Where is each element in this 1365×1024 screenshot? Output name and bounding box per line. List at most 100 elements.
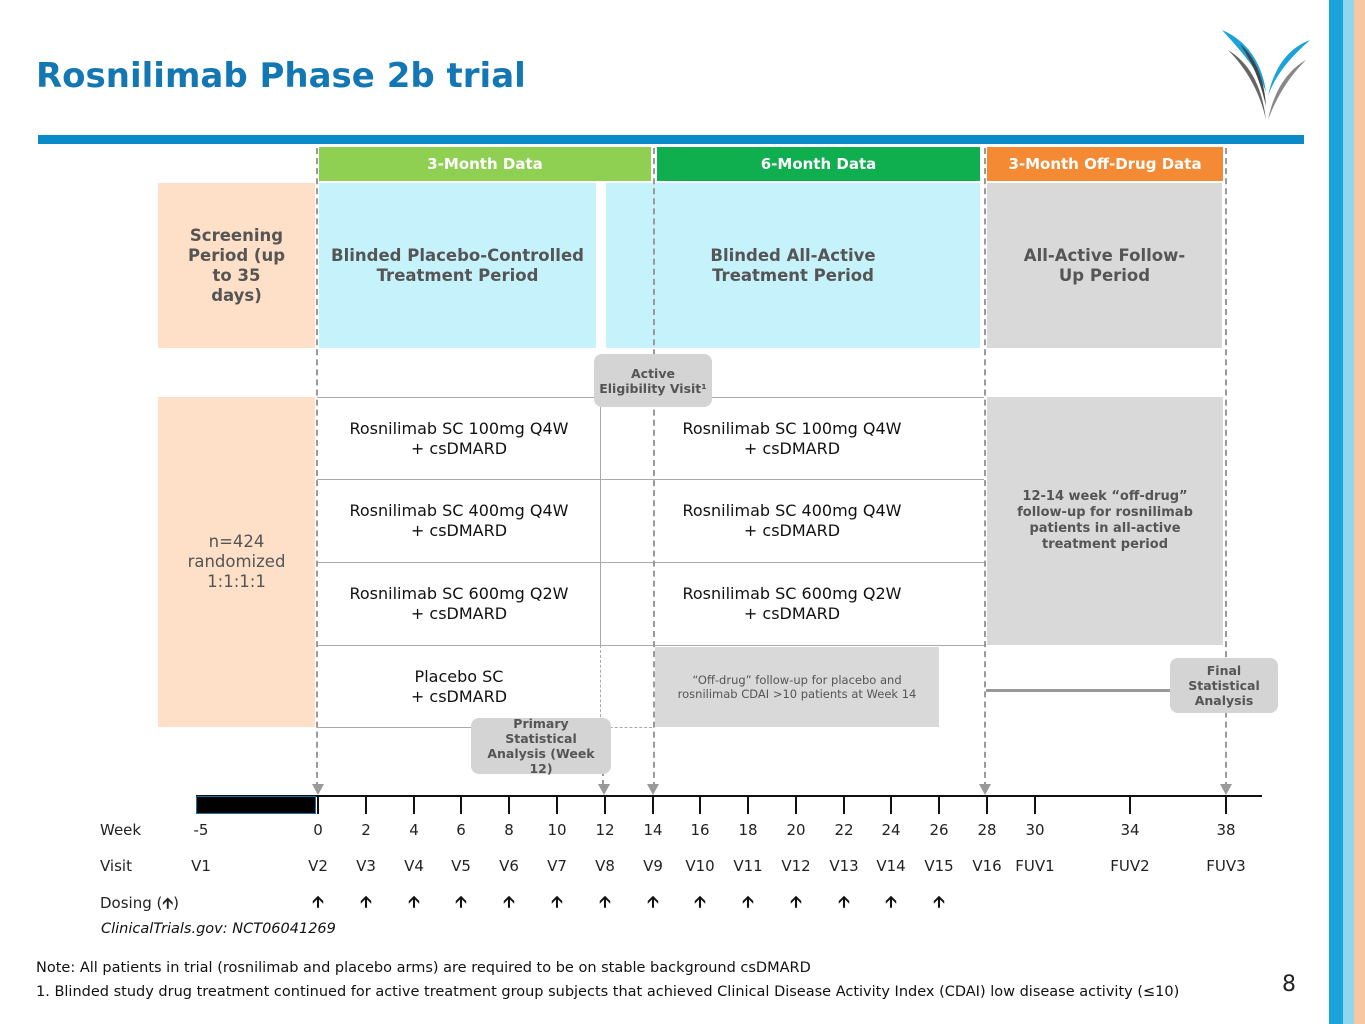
header-6-month-data: 6-Month Data	[657, 147, 980, 181]
week-28-marker	[984, 148, 986, 788]
timeline-tick	[317, 797, 319, 814]
dosing-arrow-icon: 🡩	[933, 892, 945, 911]
visit-label: V5	[451, 857, 471, 875]
dosing-arrow-icon: 🡩	[647, 892, 659, 911]
week-label: 16	[690, 821, 710, 839]
arm-left-2-background: + csDMARD	[410, 521, 508, 540]
dosing-arrow-icon: 🡩	[551, 892, 563, 911]
timeline-tick	[604, 797, 606, 814]
week-14-arrowhead	[647, 784, 659, 795]
final-analysis-connector	[986, 689, 1172, 692]
dosing-arrow-icon: 🡩	[885, 892, 897, 911]
timeline-tick	[843, 797, 845, 814]
week-label: 4	[409, 821, 419, 839]
grid-line	[600, 645, 601, 727]
timeline-tick	[795, 797, 797, 814]
screening-period-box: Screening Period (up to 35 days)	[158, 183, 315, 348]
week-12-arrowhead	[598, 784, 610, 795]
arm-right-3: Rosnilimab SC 600mg Q2W + csDMARD	[655, 584, 929, 624]
page-number: 8	[1282, 972, 1296, 997]
arm-left-3-background: + csDMARD	[410, 604, 508, 623]
visit-label: V7	[547, 857, 567, 875]
dosing-row-label-close: )	[173, 894, 179, 912]
grid-line	[317, 645, 984, 646]
grid-line	[317, 479, 984, 480]
final-analysis-label: Final Statistical Analysis	[1188, 663, 1260, 708]
arm-left-4: Placebo SC + csDMARD	[320, 667, 598, 707]
footnote-note: Note: All patients in trial (rosnilimab …	[36, 960, 811, 976]
blinded-active-period-box	[606, 183, 980, 348]
visit-label: V10	[685, 857, 715, 875]
company-logo	[1222, 30, 1310, 120]
timeline-tick	[460, 797, 462, 814]
visit-label: V4	[404, 857, 424, 875]
accent-bar	[1343, 0, 1354, 1024]
timeline-tick	[508, 797, 510, 814]
week-label: 22	[834, 821, 854, 839]
grid-line	[317, 727, 600, 728]
timeline-tick	[986, 797, 988, 814]
visit-row-label: Visit	[100, 857, 132, 875]
visit-label: V3	[356, 857, 376, 875]
arm-left-1: Rosnilimab SC 100mg Q4W + csDMARD	[320, 419, 598, 459]
visit-label: V12	[781, 857, 811, 875]
dosing-arrow-icon: 🡩	[408, 892, 420, 911]
offdrug-followup-label: 12-14 week “off-drug” follow-up for rosn…	[1017, 489, 1193, 552]
visit-label: V6	[499, 857, 519, 875]
blinded-active-period-text: Blinded All-Active Treatment Period	[657, 183, 929, 348]
visit-label: V16	[972, 857, 1002, 875]
week-label: 10	[547, 821, 567, 839]
arm-left-1-background: + csDMARD	[410, 439, 508, 458]
timeline-tick	[890, 797, 892, 814]
dosing-arrow-icon: 🡩	[455, 892, 467, 911]
arm-left-1-name: Rosnilimab SC 100mg Q4W	[349, 419, 569, 438]
week-label: 38	[1216, 821, 1236, 839]
arm-left-4-name: Placebo SC	[414, 667, 504, 686]
final-analysis-callout: Final Statistical Analysis	[1170, 658, 1278, 713]
offdrug-followup-box: 12-14 week “off-drug” follow-up for rosn…	[987, 397, 1223, 645]
dosing-arrow-icon: 🡩	[694, 892, 706, 911]
week-label: 34	[1120, 821, 1140, 839]
dosing-row-label-text: Dosing (	[100, 894, 163, 912]
arm-left-2: Rosnilimab SC 400mg Q4W + csDMARD	[320, 501, 598, 541]
visit-label: V8	[595, 857, 615, 875]
week-row-label: Week	[100, 821, 142, 839]
visit-label: FUV2	[1110, 857, 1150, 875]
grid-line	[600, 727, 652, 728]
screening-period-label: Screening Period (up to 35 days)	[187, 225, 286, 305]
week-label: 26	[929, 821, 949, 839]
randomization-box: n=424 randomized 1:1:1:1	[158, 397, 315, 727]
week-label: 12	[595, 821, 615, 839]
timeline-tick	[1034, 797, 1036, 814]
arm-left-2-name: Rosnilimab SC 400mg Q4W	[349, 501, 569, 520]
accent-bar	[1354, 0, 1365, 1024]
arm-right-2-background: + csDMARD	[743, 521, 841, 540]
grid-line	[600, 397, 601, 645]
week-label: 14	[643, 821, 663, 839]
randomization-label: n=424 randomized 1:1:1:1	[187, 532, 286, 591]
visit-label: FUV3	[1206, 857, 1246, 875]
primary-analysis-label: Primary Statistical Analysis (Week 12)	[487, 716, 595, 776]
arm-left-3-name: Rosnilimab SC 600mg Q2W	[349, 584, 569, 603]
week-14-marker	[653, 148, 655, 788]
screening-timeline-bar	[196, 796, 316, 814]
eligibility-visit-callout: Active Eligibility Visit¹	[594, 354, 712, 407]
arm-right-3-name: Rosnilimab SC 600mg Q2W	[682, 584, 902, 603]
arm-right-1: Rosnilimab SC 100mg Q4W + csDMARD	[655, 419, 929, 459]
week-0-marker	[316, 148, 318, 788]
arm-right-1-background: + csDMARD	[743, 439, 841, 458]
offdrug-placebo-box: “Off-drug” follow-up for placebo and ros…	[655, 647, 939, 727]
week-label: 8	[504, 821, 514, 839]
header-off-drug-data: 3-Month Off-Drug Data	[987, 147, 1223, 181]
dosing-arrow-icon: 🡩	[790, 892, 802, 911]
followup-period-label: All-Active Follow-Up Period	[1023, 245, 1186, 285]
timeline-axis	[196, 795, 1262, 797]
week-28-arrowhead	[979, 784, 991, 795]
visit-label: V9	[643, 857, 663, 875]
dosing-arrow-icon: 🡩	[599, 892, 611, 911]
arm-right-3-background: + csDMARD	[743, 604, 841, 623]
week-label: 6	[456, 821, 466, 839]
offdrug-placebo-label: “Off-drug” follow-up for placebo and ros…	[677, 673, 917, 701]
timeline-tick	[699, 797, 701, 814]
timeline-tick	[747, 797, 749, 814]
